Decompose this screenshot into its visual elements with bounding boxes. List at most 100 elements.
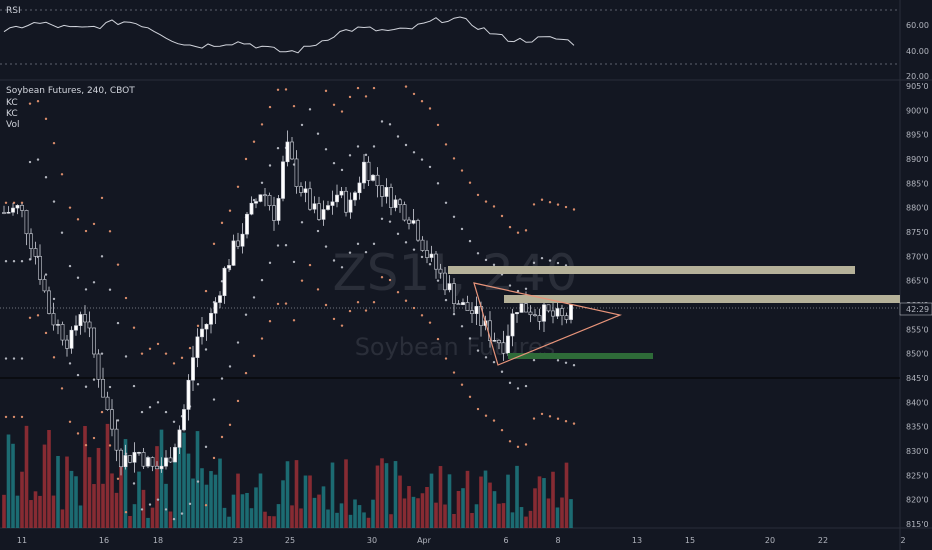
kc-inner-upper-dot xyxy=(388,123,392,126)
volume-bar-up xyxy=(312,497,317,528)
kc-outer-lower-dot xyxy=(60,387,64,390)
kc-inner-lower-dot xyxy=(468,337,472,340)
candle-down xyxy=(20,205,24,211)
kc-inner-upper-dot xyxy=(196,383,200,386)
kc-outer-upper-dot xyxy=(204,289,208,293)
kc-outer-upper-dot xyxy=(356,86,360,90)
kc-outer-upper-dot xyxy=(228,209,232,212)
kc-inner-upper-dot xyxy=(476,252,480,255)
volume-bar-up xyxy=(204,484,209,528)
price-tick-label: 875'0 xyxy=(906,228,929,237)
candle-down xyxy=(299,186,303,193)
kc-inner-upper-dot xyxy=(300,123,304,127)
volume-bar-down xyxy=(114,492,119,528)
candle-down xyxy=(267,195,272,206)
candle-up xyxy=(330,201,335,206)
kc-outer-upper-dot xyxy=(516,231,520,234)
candle-up xyxy=(569,304,573,320)
candle-up xyxy=(191,357,195,381)
price-tick-label: 815'0 xyxy=(906,520,929,529)
volume-bar-up xyxy=(384,463,389,528)
kc-inner-lower-dot xyxy=(76,373,80,377)
volume-bar-up xyxy=(510,512,515,528)
candle-down xyxy=(456,303,461,306)
candle-down xyxy=(65,339,69,349)
kc-outer-upper-dot xyxy=(260,123,264,126)
kc-outer-upper-dot xyxy=(500,214,504,218)
candle-up xyxy=(353,192,357,201)
volume-bar-down xyxy=(101,483,105,528)
kc-outer-upper-dot xyxy=(332,103,336,106)
kc-outer-lower-dot xyxy=(548,415,552,418)
kc-inner-lower-dot xyxy=(476,349,480,352)
volume-bar-up xyxy=(245,492,249,528)
kc-outer-upper-dot xyxy=(508,225,512,229)
volume-bar-up xyxy=(177,431,182,528)
candle-up xyxy=(200,328,204,338)
volume-bar-up xyxy=(321,486,326,528)
kc-inner-upper-dot xyxy=(28,160,32,164)
price-tick-label: 905'0 xyxy=(906,82,929,91)
volume-bar-up xyxy=(492,491,497,528)
kc-outer-lower-dot xyxy=(508,440,512,443)
kc-inner-lower-dot xyxy=(156,498,160,501)
volume-bar-down xyxy=(155,446,159,528)
candle-down xyxy=(560,308,564,316)
volume-bar-down xyxy=(24,425,29,528)
kc-outer-lower-dot xyxy=(372,301,376,304)
volume-bar-up xyxy=(164,483,168,528)
candle-up xyxy=(276,198,281,221)
candle-down xyxy=(434,253,438,270)
candle-up xyxy=(510,313,515,337)
volume-bar-up xyxy=(195,431,200,528)
kc-inner-upper-dot xyxy=(308,108,312,111)
kc-inner-lower-dot xyxy=(396,232,400,236)
candle-up xyxy=(209,312,213,325)
candle-up xyxy=(492,340,497,342)
price-tick-label: 825'0 xyxy=(906,471,929,480)
kc-inner-lower-dot xyxy=(364,250,368,254)
kc-outer-upper-dot xyxy=(268,105,272,109)
volume-bar-down xyxy=(524,516,528,528)
candle-up xyxy=(137,452,141,454)
candle-down xyxy=(425,250,429,258)
kc-inner-lower-dot xyxy=(332,259,336,262)
kc-outer-lower-dot xyxy=(228,423,232,427)
candle-up xyxy=(285,141,290,163)
kc-outer-upper-dot xyxy=(92,222,96,226)
candle-up xyxy=(384,187,389,197)
rsi-tick-20: 20.00 xyxy=(906,72,929,81)
volume-bar-down xyxy=(456,490,461,528)
candle-down xyxy=(416,220,420,241)
volume-bar-down xyxy=(272,516,276,528)
volume-bar-up xyxy=(519,507,524,528)
candle-up xyxy=(74,325,78,331)
annotation-layer xyxy=(448,266,900,366)
price-tick-label: 840'0 xyxy=(906,398,929,407)
kc-inner-lower-dot xyxy=(172,517,176,521)
kc-inner-lower-dot xyxy=(100,352,104,355)
kc-outer-upper-dot xyxy=(548,200,552,204)
price-tick-label: 850'0 xyxy=(906,350,929,359)
candle-up xyxy=(182,409,186,431)
volume-bar-up xyxy=(515,465,519,528)
candle-down xyxy=(420,239,425,251)
volume-bar-down xyxy=(465,470,470,528)
time-tick-label: 25 xyxy=(285,536,295,545)
volume-bar-down xyxy=(344,459,348,528)
volume-bar-down xyxy=(479,476,483,528)
kc-inner-lower-dot xyxy=(292,260,296,264)
kc-inner-upper-dot xyxy=(172,420,176,423)
volume-bar-down xyxy=(308,475,312,528)
kc-outer-upper-dot xyxy=(148,347,152,350)
volume-bar-up xyxy=(222,507,227,528)
volume-bar-down xyxy=(267,516,272,528)
candle-up xyxy=(213,302,218,314)
support-zone xyxy=(508,353,653,359)
kc-outer-lower-dot xyxy=(12,415,16,419)
candle-up xyxy=(335,194,339,203)
kc-outer-lower-dot xyxy=(468,395,472,399)
kc-inner-upper-dot xyxy=(532,261,536,265)
candle-up xyxy=(249,202,254,215)
